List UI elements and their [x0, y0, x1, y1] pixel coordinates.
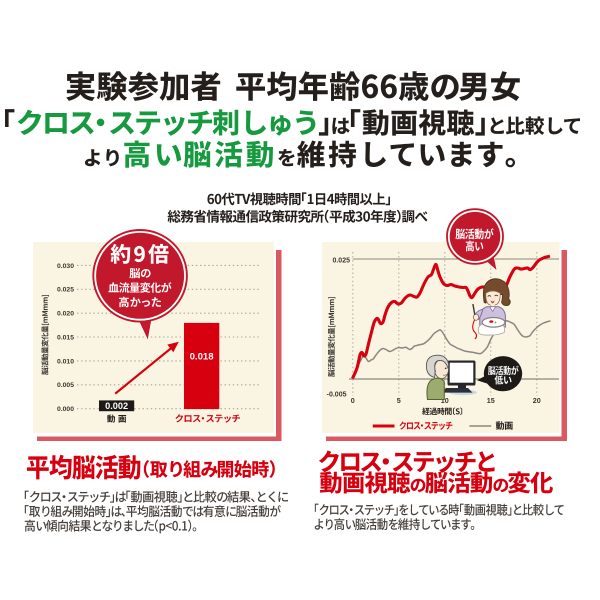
svg-text:0.005: 0.005 — [57, 382, 74, 389]
svg-text:0.015: 0.015 — [57, 334, 74, 341]
svg-text:15: 15 — [487, 396, 495, 405]
svg-text:0.010: 0.010 — [57, 358, 74, 365]
svg-text:0.025: 0.025 — [57, 287, 74, 294]
svg-text:0: 0 — [351, 396, 355, 405]
svg-text:5: 5 — [397, 396, 401, 405]
svg-text:0.030: 0.030 — [57, 263, 74, 270]
svg-text:-0.005: -0.005 — [327, 391, 347, 398]
svg-text:0.020: 0.020 — [57, 311, 74, 318]
svg-text:10: 10 — [441, 396, 449, 405]
svg-text:0.018: 0.018 — [190, 352, 215, 363]
svg-text:0.000: 0.000 — [57, 406, 74, 413]
svg-text:0.025: 0.025 — [332, 257, 350, 264]
svg-text:0.002: 0.002 — [105, 401, 128, 411]
svg-text:20: 20 — [533, 396, 541, 405]
